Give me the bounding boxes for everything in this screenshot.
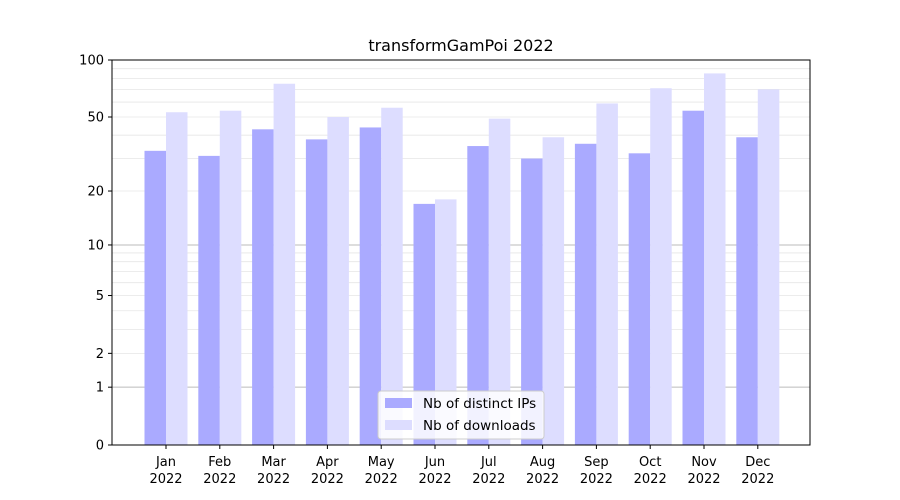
y-tick-label: 20 (87, 185, 104, 200)
x-tick-label-month: Dec (745, 455, 770, 470)
x-tick-label-year: 2022 (311, 472, 344, 487)
x-tick-label-month: May (368, 455, 395, 470)
x-tick-label-month: Sep (584, 455, 609, 470)
x-axis: Jan 2022 Feb 2022 Mar 2022 Apr 2022 May 2022 Jun 20… (149, 445, 774, 487)
bar-distinct-ips (574, 143, 597, 445)
x-tick-label-month: Feb (208, 455, 231, 470)
legend-label-distinct-ips: Nb of distinct IPs (423, 396, 536, 412)
bar-downloads (488, 118, 511, 445)
x-tick-label-year: 2022 (203, 472, 236, 487)
x-tick-label-year: 2022 (687, 472, 720, 487)
x-tick-label-year: 2022 (526, 472, 559, 487)
x-tick-label-month: Jan (155, 455, 176, 470)
bar-downloads (273, 83, 296, 445)
y-tick-label: 50 (87, 111, 104, 126)
bar-distinct-ips (252, 129, 274, 445)
bar-distinct-ips (305, 139, 328, 445)
y-tick-label: 10 (87, 238, 104, 253)
x-tick-label-month: Aug (530, 455, 555, 470)
bar-downloads (596, 103, 618, 445)
x-tick-label-year: 2022 (149, 472, 182, 487)
chart-title: transformGamPoi 2022 (368, 36, 553, 55)
legend-box (377, 390, 545, 440)
bar-downloads (704, 73, 726, 446)
x-tick-label-month: Jul (480, 455, 497, 470)
bar-distinct-ips (413, 203, 435, 445)
x-tick-label-year: 2022 (580, 472, 613, 487)
x-tick-label-month: Oct (639, 455, 661, 470)
x-tick-label-year: 2022 (418, 472, 451, 487)
x-tick-label-year: 2022 (472, 472, 505, 487)
y-tick-label: 1 (96, 381, 104, 396)
bar-distinct-ips (144, 150, 166, 445)
bar-downloads (327, 117, 349, 446)
bar-downloads (166, 112, 188, 445)
y-tick-label: 2 (96, 347, 104, 362)
y-tick-label: 5 (96, 289, 104, 304)
bar-distinct-ips (198, 155, 220, 446)
y-axis: 0 1 2 5 10 20 50 100 (79, 54, 112, 454)
y-tick-label: 0 (96, 439, 104, 454)
x-tick-label-month: Jun (424, 455, 445, 470)
bar-downloads (435, 199, 457, 445)
x-tick-label-year: 2022 (741, 472, 774, 487)
bar-downloads (650, 88, 672, 446)
bar-distinct-ips (682, 110, 704, 446)
bar-downloads (542, 137, 565, 445)
legend-label-downloads: Nb of downloads (423, 418, 536, 434)
bar-distinct-ips (628, 153, 651, 446)
bars (144, 73, 780, 446)
x-tick-label-year: 2022 (257, 472, 290, 487)
bar-distinct-ips (359, 127, 382, 445)
bar-distinct-ips (521, 158, 543, 445)
plot-area-frame (111, 59, 811, 446)
y-tick-label: 100 (79, 54, 104, 69)
x-tick-label-month: Nov (691, 455, 717, 470)
x-tick-label-month: Apr (316, 455, 339, 470)
bar-downloads (757, 89, 780, 445)
legend: Nb of distinct IPs Nb of downloads (377, 390, 545, 440)
bar-distinct-ips (736, 137, 758, 445)
bar-downloads (381, 107, 403, 445)
bar-downloads (219, 110, 242, 446)
bar-distinct-ips (467, 146, 489, 446)
x-tick-label-year: 2022 (365, 472, 398, 487)
x-tick-label-year: 2022 (634, 472, 667, 487)
legend-swatch-downloads (385, 420, 412, 430)
legend-swatch-distinct-ips (385, 398, 412, 408)
x-tick-label-month: Mar (261, 455, 286, 470)
